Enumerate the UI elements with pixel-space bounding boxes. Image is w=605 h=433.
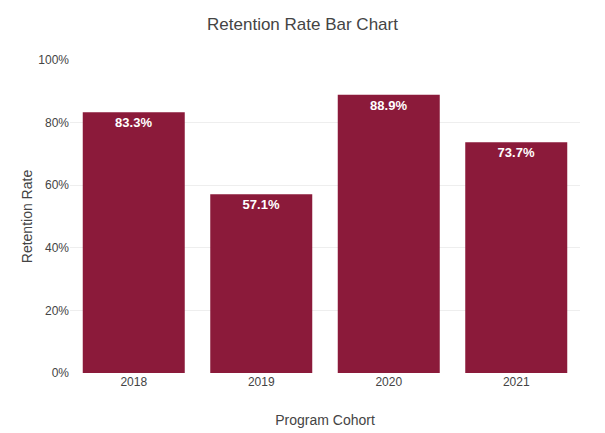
svg-text:20%: 20% bbox=[45, 304, 69, 318]
svg-text:57.1%: 57.1% bbox=[243, 197, 280, 212]
svg-text:2020: 2020 bbox=[375, 375, 402, 389]
svg-text:80%: 80% bbox=[45, 116, 69, 130]
svg-text:2021: 2021 bbox=[503, 375, 530, 389]
svg-text:Program Cohort: Program Cohort bbox=[275, 412, 375, 428]
svg-text:40%: 40% bbox=[45, 241, 69, 255]
svg-text:100%: 100% bbox=[38, 53, 69, 67]
svg-text:88.9%: 88.9% bbox=[370, 98, 407, 113]
svg-text:0%: 0% bbox=[52, 366, 70, 380]
svg-text:Retention Rate: Retention Rate bbox=[19, 170, 35, 264]
svg-text:Retention Rate Bar Chart: Retention Rate Bar Chart bbox=[207, 15, 398, 34]
svg-text:2019: 2019 bbox=[248, 375, 275, 389]
svg-text:73.7%: 73.7% bbox=[498, 145, 535, 160]
svg-text:83.3%: 83.3% bbox=[115, 115, 152, 130]
svg-text:60%: 60% bbox=[45, 178, 69, 192]
svg-text:2018: 2018 bbox=[120, 375, 147, 389]
